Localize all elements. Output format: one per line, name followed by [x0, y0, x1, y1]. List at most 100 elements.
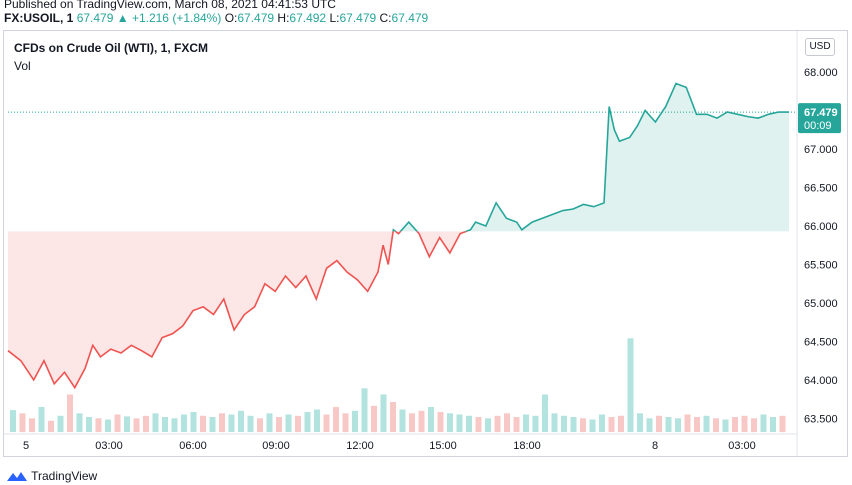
volume-bar	[247, 415, 254, 433]
tradingview-logo: TradingView	[6, 469, 97, 483]
close-label: C:	[379, 11, 392, 25]
volume-bar	[162, 417, 168, 432]
x-tick-label: 5	[23, 440, 29, 452]
volume-bar	[238, 410, 244, 433]
volume-bar	[171, 418, 178, 433]
volume-bar	[561, 415, 567, 433]
volume-bar	[703, 415, 710, 433]
close-value: 67.479	[391, 11, 429, 25]
volume-bar	[181, 414, 187, 432]
high-value: 67.492	[289, 11, 327, 25]
x-tick-label: 09:00	[262, 440, 290, 452]
volume-bar	[143, 415, 149, 433]
x-tick-label: 06:00	[179, 440, 207, 452]
y-tick-label: 68.000	[804, 67, 838, 79]
volume-bar	[741, 415, 748, 433]
volume-bar	[10, 410, 16, 432]
volume-bar	[57, 415, 64, 433]
volume-bar	[684, 414, 691, 432]
volume-bar	[76, 413, 83, 433]
volume-bar	[200, 415, 206, 433]
volume-bar	[304, 412, 311, 432]
fill-below-baseline	[8, 231, 789, 388]
volume-bar	[19, 413, 26, 433]
volume-bar	[466, 415, 472, 433]
volume-bar	[371, 405, 377, 433]
volume-bar	[333, 407, 339, 432]
volume-bar	[352, 410, 358, 433]
volume-bar	[228, 414, 235, 432]
volume-bar	[570, 417, 577, 432]
x-tick-label: 18:00	[513, 440, 541, 452]
last-price: 67.479	[76, 11, 114, 25]
volume-bar	[95, 418, 102, 433]
volume-bar	[713, 418, 719, 433]
volume-bar	[29, 418, 35, 433]
y-tick-label: 67.000	[804, 144, 838, 156]
low-label: L:	[329, 11, 340, 25]
y-tick-label: 66.000	[804, 221, 838, 233]
volume-bar	[257, 418, 263, 433]
high-label: H:	[277, 11, 290, 25]
open-value: 67.479	[237, 11, 275, 25]
volume-bar	[67, 394, 73, 432]
volume-bar	[627, 338, 634, 433]
price-change: ▲ +1.216 (+1.84%)	[116, 11, 222, 25]
x-tick-label: 15:00	[429, 440, 457, 452]
volume-bar	[646, 418, 653, 433]
tradingview-logo-icon	[6, 470, 28, 482]
volume-bar	[779, 415, 786, 433]
price-line-down	[7, 231, 469, 390]
currency-button[interactable]: USD	[805, 38, 835, 56]
volume-bar	[694, 417, 700, 432]
volume-bar	[219, 413, 225, 433]
volume-bar	[599, 414, 605, 432]
volume-bar	[760, 414, 767, 432]
volume-bar	[618, 415, 624, 433]
y-tick-label: 65.500	[804, 259, 838, 271]
volume-bar	[542, 394, 548, 432]
y-tick-label: 63.500	[804, 413, 838, 425]
volume-bar	[152, 413, 159, 433]
volume-bar	[399, 409, 406, 432]
x-tick-label: 03:00	[95, 440, 123, 452]
volume-legend: Vol	[14, 59, 31, 73]
volume-bar	[342, 413, 349, 433]
price-tag-value: 67.479	[804, 107, 838, 119]
footer-brand: TradingView	[31, 469, 98, 483]
volume-bar	[314, 409, 320, 432]
volume-bar	[513, 417, 520, 432]
volume-bar	[494, 415, 501, 433]
volume-bar	[190, 412, 197, 432]
volume-bar	[523, 414, 529, 432]
volume-bar	[209, 417, 216, 432]
fill-above-baseline	[8, 83, 789, 232]
volume-bar	[722, 419, 729, 432]
volume-bar	[48, 420, 54, 433]
volume-bar	[447, 413, 453, 433]
price-line-up	[392, 82, 790, 232]
volume-bar	[361, 388, 368, 433]
volume-bar	[637, 413, 643, 433]
low-value: 67.479	[339, 11, 377, 25]
volume-bar	[608, 417, 615, 432]
volume-bar	[323, 414, 330, 432]
volume-bar	[418, 410, 425, 433]
volume-bar	[475, 417, 482, 432]
y-tick-label: 64.500	[804, 336, 838, 348]
volume-bar	[114, 414, 121, 432]
volume-bar	[409, 413, 415, 433]
published-caption: Published on TradingView.com, March 08, …	[4, 0, 336, 11]
price-tag	[798, 103, 841, 134]
y-tick-label: 65.000	[804, 298, 838, 310]
volume-bar	[285, 414, 292, 432]
price-tag-countdown: 00:09	[804, 120, 832, 132]
volume-bar	[732, 417, 738, 432]
volume-bar	[380, 394, 387, 432]
volume-bar	[133, 418, 140, 433]
symbol-label: FX:USOIL, 1	[4, 11, 74, 25]
volume-bar	[485, 418, 491, 433]
x-tick-label: 8	[652, 440, 658, 452]
y-tick-label: 66.500	[804, 182, 838, 194]
